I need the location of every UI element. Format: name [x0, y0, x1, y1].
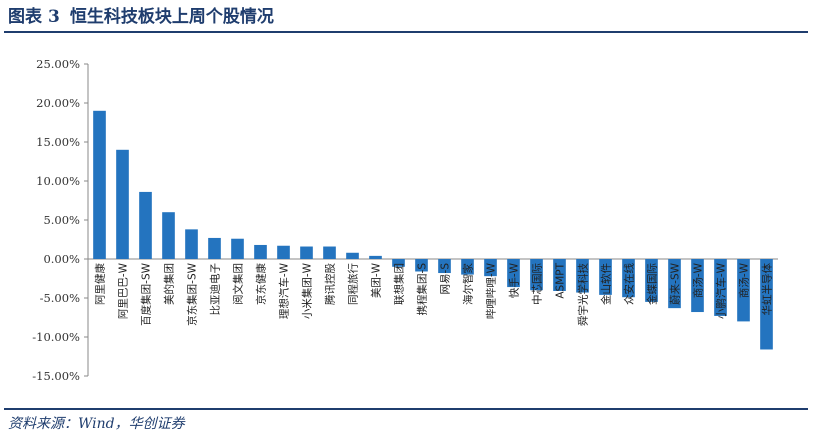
bar [760, 259, 773, 350]
category-label: 蔚来-SW [670, 262, 682, 304]
category-label: 理想汽车-W [278, 262, 291, 319]
category-label: 商汤-W [692, 262, 705, 298]
figure-title: 图表 3 恒生科技板块上周个股情况 [8, 4, 274, 30]
category-label: 百度集团-SW [140, 262, 153, 325]
bar [323, 246, 336, 259]
y-tick-label: 0.00% [43, 252, 80, 266]
y-tick-label: 20.00% [36, 96, 80, 110]
bar [300, 246, 313, 259]
bar [346, 252, 359, 259]
category-label: 阿里巴巴-W [118, 262, 130, 319]
y-tick-label: 5.00% [43, 213, 80, 227]
bar [530, 259, 543, 291]
y-tick-label: -15.00% [32, 369, 80, 383]
category-label: 华虹半导体 [761, 263, 774, 316]
category-label: 京东健康 [255, 263, 268, 305]
bar [576, 259, 589, 293]
bar [415, 259, 428, 272]
bar [369, 255, 382, 259]
category-label: 商汤-W [738, 262, 751, 298]
bar [392, 259, 405, 267]
bar [185, 229, 198, 259]
y-tick-label: 15.00% [36, 135, 80, 149]
bar [714, 259, 727, 316]
category-label: 海尔智家 [462, 263, 475, 305]
category-label: 小鹏汽车-W [715, 262, 728, 319]
y-tick-label: -5.00% [40, 291, 80, 305]
category-label: 舜宇光学科技 [577, 263, 590, 326]
category-label: 美团-W [370, 262, 383, 298]
category-label: 腾讯控股 [324, 263, 337, 305]
category-label: 快手-W [508, 262, 521, 298]
figure-label: 图表 [8, 7, 42, 27]
bar [162, 212, 175, 259]
category-label: 携程集团-S [416, 263, 429, 316]
figure-number: 3 [48, 7, 60, 27]
bar [438, 259, 451, 274]
category-label: 小米集团-W [301, 262, 314, 319]
bar [484, 259, 497, 277]
source-note: 资料来源：Wind，华创证券 [8, 416, 185, 432]
y-axis: 25.00% 20.00% 15.00% 10.00% 5.00% 0.00% -5.00%… [32, 57, 778, 383]
category-label: 金蝶国际 [646, 263, 659, 305]
bar [116, 149, 129, 259]
bar [208, 237, 221, 259]
y-tick-label: 25.00% [36, 57, 80, 71]
category-label: 联想集团 [393, 263, 406, 305]
bar [691, 259, 704, 313]
bar [645, 259, 658, 302]
bars-group [93, 110, 773, 350]
category-label: 京东集团-SW [186, 262, 199, 325]
category-label: 阅文集团 [232, 263, 245, 305]
category-label: 阿里健康 [94, 263, 107, 305]
category-label: 众安在线 [623, 263, 636, 305]
category-label: 哔哩哔哩-W [485, 262, 498, 319]
category-label: 网易-S [440, 263, 452, 295]
bar [553, 259, 566, 291]
bar [461, 259, 474, 275]
category-label: 同程旅行 [347, 263, 360, 305]
bar [507, 259, 520, 288]
category-label: 金山软件 [600, 263, 613, 305]
title-rule [4, 31, 808, 33]
bar [231, 238, 244, 259]
category-label: 中芯国际 [531, 263, 544, 305]
category-label: ASMPT [555, 262, 567, 298]
y-tick-label: 10.00% [36, 174, 80, 188]
category-label: 美的集团 [163, 263, 176, 305]
bar [254, 244, 267, 259]
bar [93, 110, 106, 259]
bar [668, 259, 681, 309]
bar [139, 191, 152, 259]
chart-title: 恒生科技板块上周个股情况 [69, 7, 274, 27]
bar-chart: 25.00% 20.00% 15.00% 10.00% 5.00% 0.00% -5.00%… [32, 57, 778, 383]
category-label: 比亚迪电子 [209, 263, 222, 316]
y-tick-label: -10.00% [32, 330, 80, 344]
bar [737, 259, 750, 322]
category-labels: 阿里健康 阿里巴巴-W 百度集团-SW 美的集团 京东集团-SW 比亚迪电子 阅文集团 京东健… [94, 262, 774, 326]
bar [599, 259, 612, 295]
bar [622, 259, 635, 298]
footer-rule [4, 408, 808, 410]
bar [277, 245, 290, 259]
